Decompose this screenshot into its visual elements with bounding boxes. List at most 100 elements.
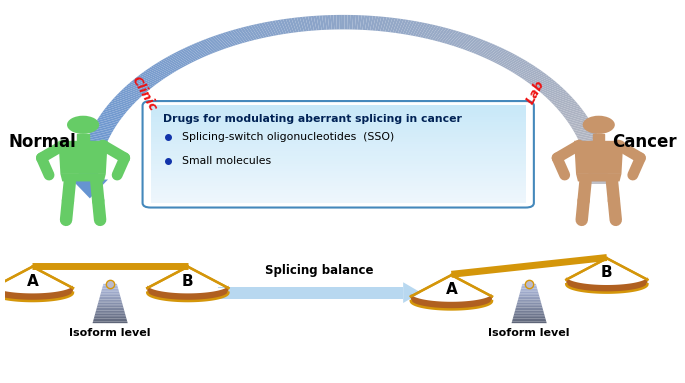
Polygon shape xyxy=(486,47,502,59)
Polygon shape xyxy=(498,54,516,65)
Polygon shape xyxy=(508,60,526,71)
Polygon shape xyxy=(134,78,154,87)
Circle shape xyxy=(583,116,615,134)
Bar xyxy=(151,198,526,201)
Polygon shape xyxy=(79,182,97,184)
Polygon shape xyxy=(100,295,121,296)
Polygon shape xyxy=(458,35,472,48)
Polygon shape xyxy=(400,20,409,34)
Polygon shape xyxy=(417,23,428,37)
Polygon shape xyxy=(155,63,173,74)
Polygon shape xyxy=(512,320,546,322)
Polygon shape xyxy=(427,25,438,39)
Polygon shape xyxy=(502,56,520,67)
Polygon shape xyxy=(462,37,477,50)
Polygon shape xyxy=(571,122,592,128)
Polygon shape xyxy=(538,82,558,91)
Polygon shape xyxy=(210,37,225,50)
Polygon shape xyxy=(534,79,554,88)
Polygon shape xyxy=(586,158,606,161)
Polygon shape xyxy=(490,49,507,61)
Polygon shape xyxy=(403,282,421,303)
Bar xyxy=(151,166,526,169)
Polygon shape xyxy=(377,16,384,31)
Polygon shape xyxy=(540,85,561,94)
Polygon shape xyxy=(158,61,177,72)
Polygon shape xyxy=(518,300,540,301)
Polygon shape xyxy=(319,15,324,30)
Polygon shape xyxy=(373,16,379,31)
Polygon shape xyxy=(79,170,99,172)
Polygon shape xyxy=(388,18,395,32)
Polygon shape xyxy=(342,15,345,29)
Polygon shape xyxy=(79,172,98,174)
Polygon shape xyxy=(542,86,562,95)
Polygon shape xyxy=(99,298,121,300)
Polygon shape xyxy=(380,17,387,31)
Polygon shape xyxy=(88,135,109,140)
Polygon shape xyxy=(110,101,130,109)
Polygon shape xyxy=(513,315,545,317)
Polygon shape xyxy=(477,43,493,56)
Polygon shape xyxy=(582,144,602,148)
Polygon shape xyxy=(100,114,121,121)
Polygon shape xyxy=(82,151,103,155)
Bar xyxy=(151,118,526,120)
Polygon shape xyxy=(87,137,108,142)
Polygon shape xyxy=(107,104,128,112)
Polygon shape xyxy=(96,120,116,126)
Polygon shape xyxy=(584,152,605,156)
Bar xyxy=(151,108,526,111)
Bar xyxy=(151,120,526,123)
Polygon shape xyxy=(115,95,136,103)
Polygon shape xyxy=(434,27,447,41)
Polygon shape xyxy=(398,19,406,34)
Polygon shape xyxy=(583,147,603,151)
Polygon shape xyxy=(164,57,182,69)
Polygon shape xyxy=(586,159,606,163)
Bar xyxy=(151,149,526,152)
Polygon shape xyxy=(90,130,111,136)
Bar xyxy=(151,139,526,142)
Bar xyxy=(151,129,526,133)
Polygon shape xyxy=(539,83,559,92)
Polygon shape xyxy=(205,38,220,51)
Polygon shape xyxy=(553,98,574,106)
Polygon shape xyxy=(479,44,496,57)
Polygon shape xyxy=(98,301,122,303)
Polygon shape xyxy=(425,25,436,39)
Bar xyxy=(151,137,526,140)
Polygon shape xyxy=(60,174,105,182)
Polygon shape xyxy=(230,30,242,44)
Polygon shape xyxy=(524,71,543,81)
Bar xyxy=(151,154,526,157)
Bar xyxy=(151,152,526,154)
Bar xyxy=(151,185,526,188)
Polygon shape xyxy=(101,292,119,293)
Polygon shape xyxy=(349,15,353,29)
Polygon shape xyxy=(515,308,543,309)
Polygon shape xyxy=(520,292,538,293)
Polygon shape xyxy=(314,16,319,30)
Polygon shape xyxy=(85,144,105,148)
Polygon shape xyxy=(552,97,573,105)
Polygon shape xyxy=(186,46,203,58)
Polygon shape xyxy=(570,120,590,126)
Polygon shape xyxy=(582,146,603,150)
Bar xyxy=(151,173,526,176)
Bar xyxy=(151,178,526,181)
Polygon shape xyxy=(358,15,362,30)
Text: Clinic: Clinic xyxy=(129,74,159,114)
Polygon shape xyxy=(79,168,99,171)
Polygon shape xyxy=(248,25,260,39)
Polygon shape xyxy=(111,100,132,107)
Polygon shape xyxy=(112,98,133,106)
Text: Isoform level: Isoform level xyxy=(69,328,151,338)
Polygon shape xyxy=(94,317,127,318)
Polygon shape xyxy=(277,20,286,34)
Text: A: A xyxy=(27,274,38,289)
Polygon shape xyxy=(585,156,606,159)
Polygon shape xyxy=(585,154,605,158)
Polygon shape xyxy=(410,21,420,36)
Polygon shape xyxy=(280,19,289,34)
